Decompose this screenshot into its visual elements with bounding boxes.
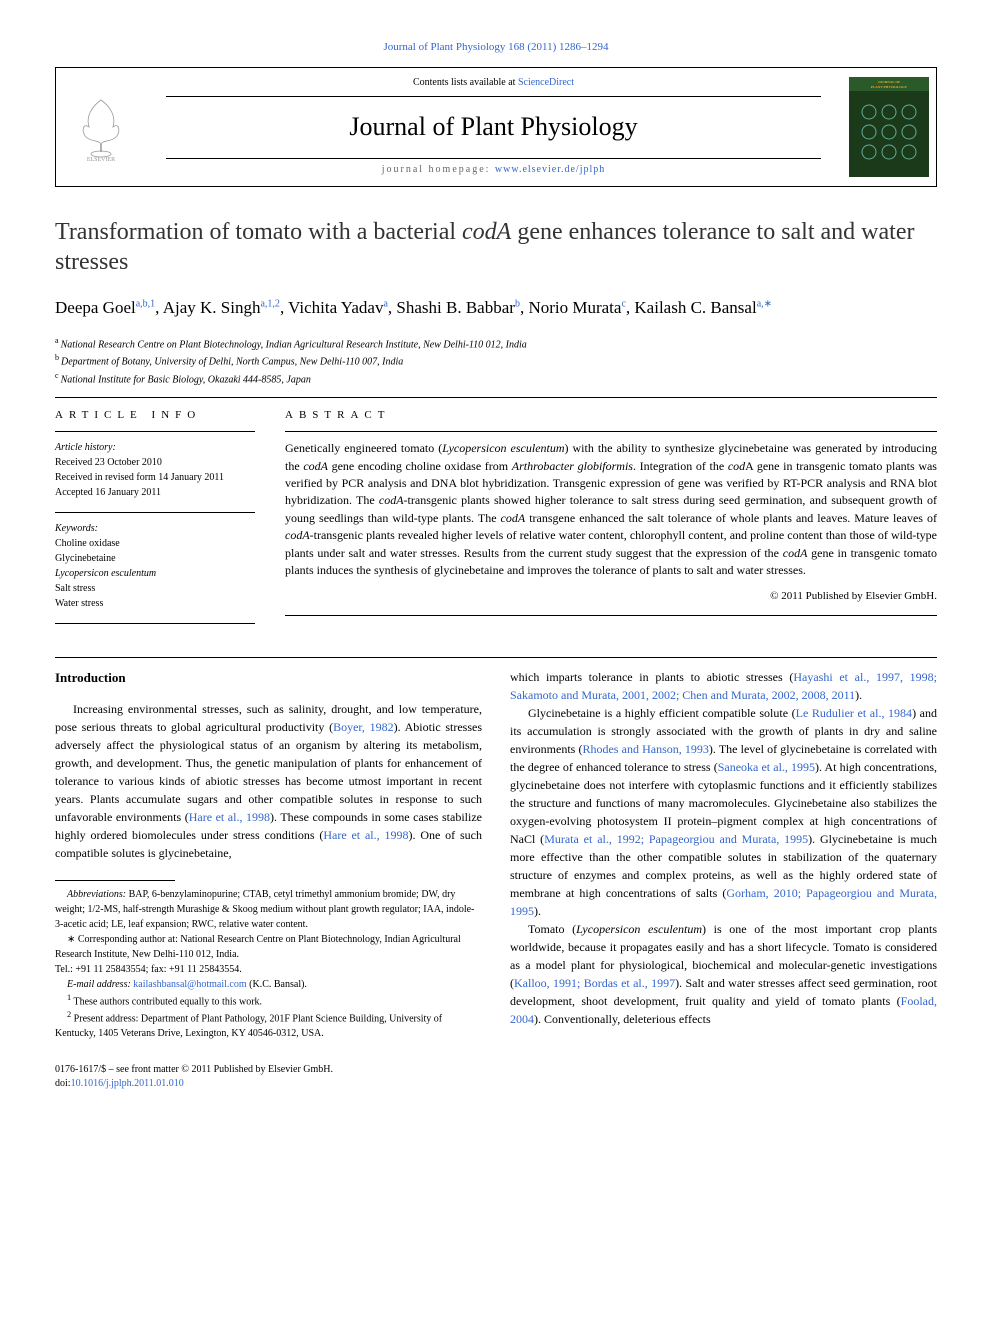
citation-ref-link[interactable]: Boyer, 1982 [333, 720, 394, 734]
author-affil-link[interactable]: a,1,2 [260, 299, 279, 310]
divider-after-affiliations [55, 397, 937, 398]
doi-pre: doi: [55, 1078, 71, 1089]
history-label: Article history: [55, 442, 116, 453]
svg-text:JOURNAL OF: JOURNAL OF [877, 80, 899, 84]
citation-ref-link[interactable]: Rhodes and Hanson, 1993 [582, 742, 708, 756]
author-affil-link[interactable]: a,∗ [757, 299, 772, 310]
author-affil-link[interactable]: c [621, 299, 625, 310]
author: Deepa Goela,b,1 [55, 298, 155, 317]
author-affil-link[interactable]: a [383, 299, 387, 310]
body-paragraph: Glycinebetaine is a highly efficient com… [510, 704, 937, 920]
footnote-separator [55, 880, 175, 881]
sciencedirect-link[interactable]: ScienceDirect [518, 77, 574, 88]
introduction-heading: Introduction [55, 668, 482, 688]
article-info-header: article info [55, 408, 255, 423]
info-divider-3 [55, 623, 255, 624]
article-info-col: article info Article history: Received 2… [55, 408, 255, 632]
left-column: Introduction Increasing environmental st… [55, 668, 482, 1041]
issn-line: 0176-1617/$ – see front matter © 2011 Pu… [55, 1063, 937, 1077]
author-affil-link[interactable]: a,b,1 [136, 299, 155, 310]
note1-text: These authors contributed equally to thi… [71, 996, 262, 1007]
elsevier-tree-icon: ELSEVIER [71, 92, 131, 162]
contents-pre: Contents lists available at [413, 77, 518, 88]
svg-text:ELSEVIER: ELSEVIER [87, 157, 115, 162]
citation-ref-link[interactable]: Hare et al., 1998 [323, 828, 408, 842]
contents-available: Contents lists available at ScienceDirec… [146, 76, 841, 90]
body-paragraph: Increasing environmental stresses, such … [55, 700, 482, 862]
present-address-footnote: 2 Present address: Department of Plant P… [55, 1009, 482, 1041]
corresponding-author-footnote: ∗ Corresponding author at: National Rese… [55, 932, 482, 962]
affiliation: c National Institute for Basic Biology, … [55, 370, 937, 387]
doi-line: doi:10.1016/j.jplph.2011.01.010 [55, 1077, 937, 1091]
journal-name: Journal of Plant Physiology [146, 109, 841, 145]
citation-ref-link[interactable]: Gorham, 2010; Papageorgiou and Murata, 1… [510, 886, 937, 918]
journal-header-box: ELSEVIER Contents lists available at Sci… [55, 67, 937, 187]
right-column: which imparts tolerance in plants to abi… [510, 668, 937, 1041]
email-label: E-mail address: [67, 979, 131, 990]
abstract-header: abstract [285, 408, 937, 423]
author: Ajay K. Singha,1,2 [163, 298, 280, 317]
email-link[interactable]: kailashbansal@hotmail.com [133, 979, 246, 990]
citation-ref-link[interactable]: Hare et al., 1998 [189, 810, 270, 824]
abstract-copyright: © 2011 Published by Elsevier GmbH. [285, 589, 937, 604]
affiliations: a National Research Centre on Plant Biot… [55, 335, 937, 387]
body-columns: Introduction Increasing environmental st… [55, 668, 937, 1041]
abstract-col: abstract Genetically engineered tomato (… [285, 408, 937, 632]
equal-contrib-footnote: 1 These authors contributed equally to t… [55, 992, 482, 1009]
citation-ref-link[interactable]: Le Rudulier et al., 1984 [796, 706, 912, 720]
affiliation: b Department of Botany, University of De… [55, 352, 937, 369]
abbrev-label: Abbreviations: [67, 889, 126, 900]
citation-ref-link[interactable]: Saneoka et al., 1995 [718, 760, 815, 774]
corr-text: Corresponding author at: National Resear… [55, 934, 461, 960]
affiliation: a National Research Centre on Plant Biot… [55, 335, 937, 352]
elsevier-logo: ELSEVIER [56, 68, 146, 186]
divider-before-body [55, 657, 937, 658]
abstract-divider [285, 431, 937, 432]
title-em: codA [462, 219, 511, 245]
tel-fax: Tel.: +91 11 25843554; fax: +91 11 25843… [55, 962, 482, 977]
bottom-meta: 0176-1617/$ – see front matter © 2011 Pu… [55, 1063, 937, 1091]
author-affil-link[interactable]: b [515, 299, 520, 310]
citation-ref-link[interactable]: Hayashi et al., 1997, 1998; Sakamoto and… [510, 670, 937, 702]
homepage-pre: journal homepage: [382, 164, 495, 175]
doi-link[interactable]: 10.1016/j.jplph.2011.01.010 [71, 1078, 184, 1089]
citation-link[interactable]: Journal of Plant Physiology 168 (2011) 1… [383, 41, 608, 53]
homepage-link[interactable]: www.elsevier.de/jplph [495, 164, 605, 175]
info-abstract-row: article info Article history: Received 2… [55, 408, 937, 632]
header-center: Contents lists available at ScienceDirec… [146, 68, 841, 186]
author-list: Deepa Goela,b,1, Ajay K. Singha,1,2, Vic… [55, 295, 937, 321]
keywords-label: Keywords: [55, 523, 98, 534]
article-history: Article history: Received 23 October 201… [55, 440, 255, 500]
citation-ref-link[interactable]: Kalloo, 1991; Bordas et al., 1997 [514, 976, 675, 990]
author: Shashi B. Babbarb [396, 298, 520, 317]
author: Kailash C. Bansala,∗ [634, 298, 772, 317]
body-paragraph: which imparts tolerance in plants to abi… [510, 668, 937, 704]
author: Vichita Yadava [288, 298, 388, 317]
email-post: (K.C. Bansal). [247, 979, 307, 990]
top-citation: Journal of Plant Physiology 168 (2011) 1… [55, 40, 937, 55]
page: Journal of Plant Physiology 168 (2011) 1… [0, 0, 992, 1131]
article-title: Transformation of tomato with a bacteria… [55, 217, 937, 277]
body-paragraph: Tomato (Lycopersicon esculentum) is one … [510, 920, 937, 1028]
abbreviations-footnote: Abbreviations: BAP, 6-benzylaminopurine;… [55, 887, 482, 932]
keywords-block: Keywords: Choline oxidaseGlycinebetaineL… [55, 521, 255, 611]
cover-icon: JOURNAL OF PLANT PHYSIOLOGY [849, 77, 929, 177]
email-footnote: E-mail address: kailashbansal@hotmail.co… [55, 977, 482, 992]
author: Norio Muratac [528, 298, 625, 317]
footnotes: Abbreviations: BAP, 6-benzylaminopurine;… [55, 887, 482, 1042]
svg-text:PLANT PHYSIOLOGY: PLANT PHYSIOLOGY [870, 85, 907, 89]
note2-text: Present address: Department of Plant Pat… [55, 1013, 442, 1039]
info-divider-1 [55, 431, 255, 432]
abstract-text: Genetically engineered tomato (Lycopersi… [285, 440, 937, 579]
abstract-divider-bottom [285, 615, 937, 616]
citation-ref-link[interactable]: Foolad, 2004 [510, 994, 937, 1026]
journal-homepage: journal homepage: www.elsevier.de/jplph [146, 163, 841, 177]
info-divider-2 [55, 512, 255, 513]
header-divider-top [166, 96, 821, 97]
journal-cover-thumb: JOURNAL OF PLANT PHYSIOLOGY [841, 68, 936, 186]
citation-ref-link[interactable]: Murata et al., 1992; Papageorgiou and Mu… [544, 832, 808, 846]
title-pre: Transformation of tomato with a bacteria… [55, 219, 462, 245]
header-divider-bottom [166, 158, 821, 159]
